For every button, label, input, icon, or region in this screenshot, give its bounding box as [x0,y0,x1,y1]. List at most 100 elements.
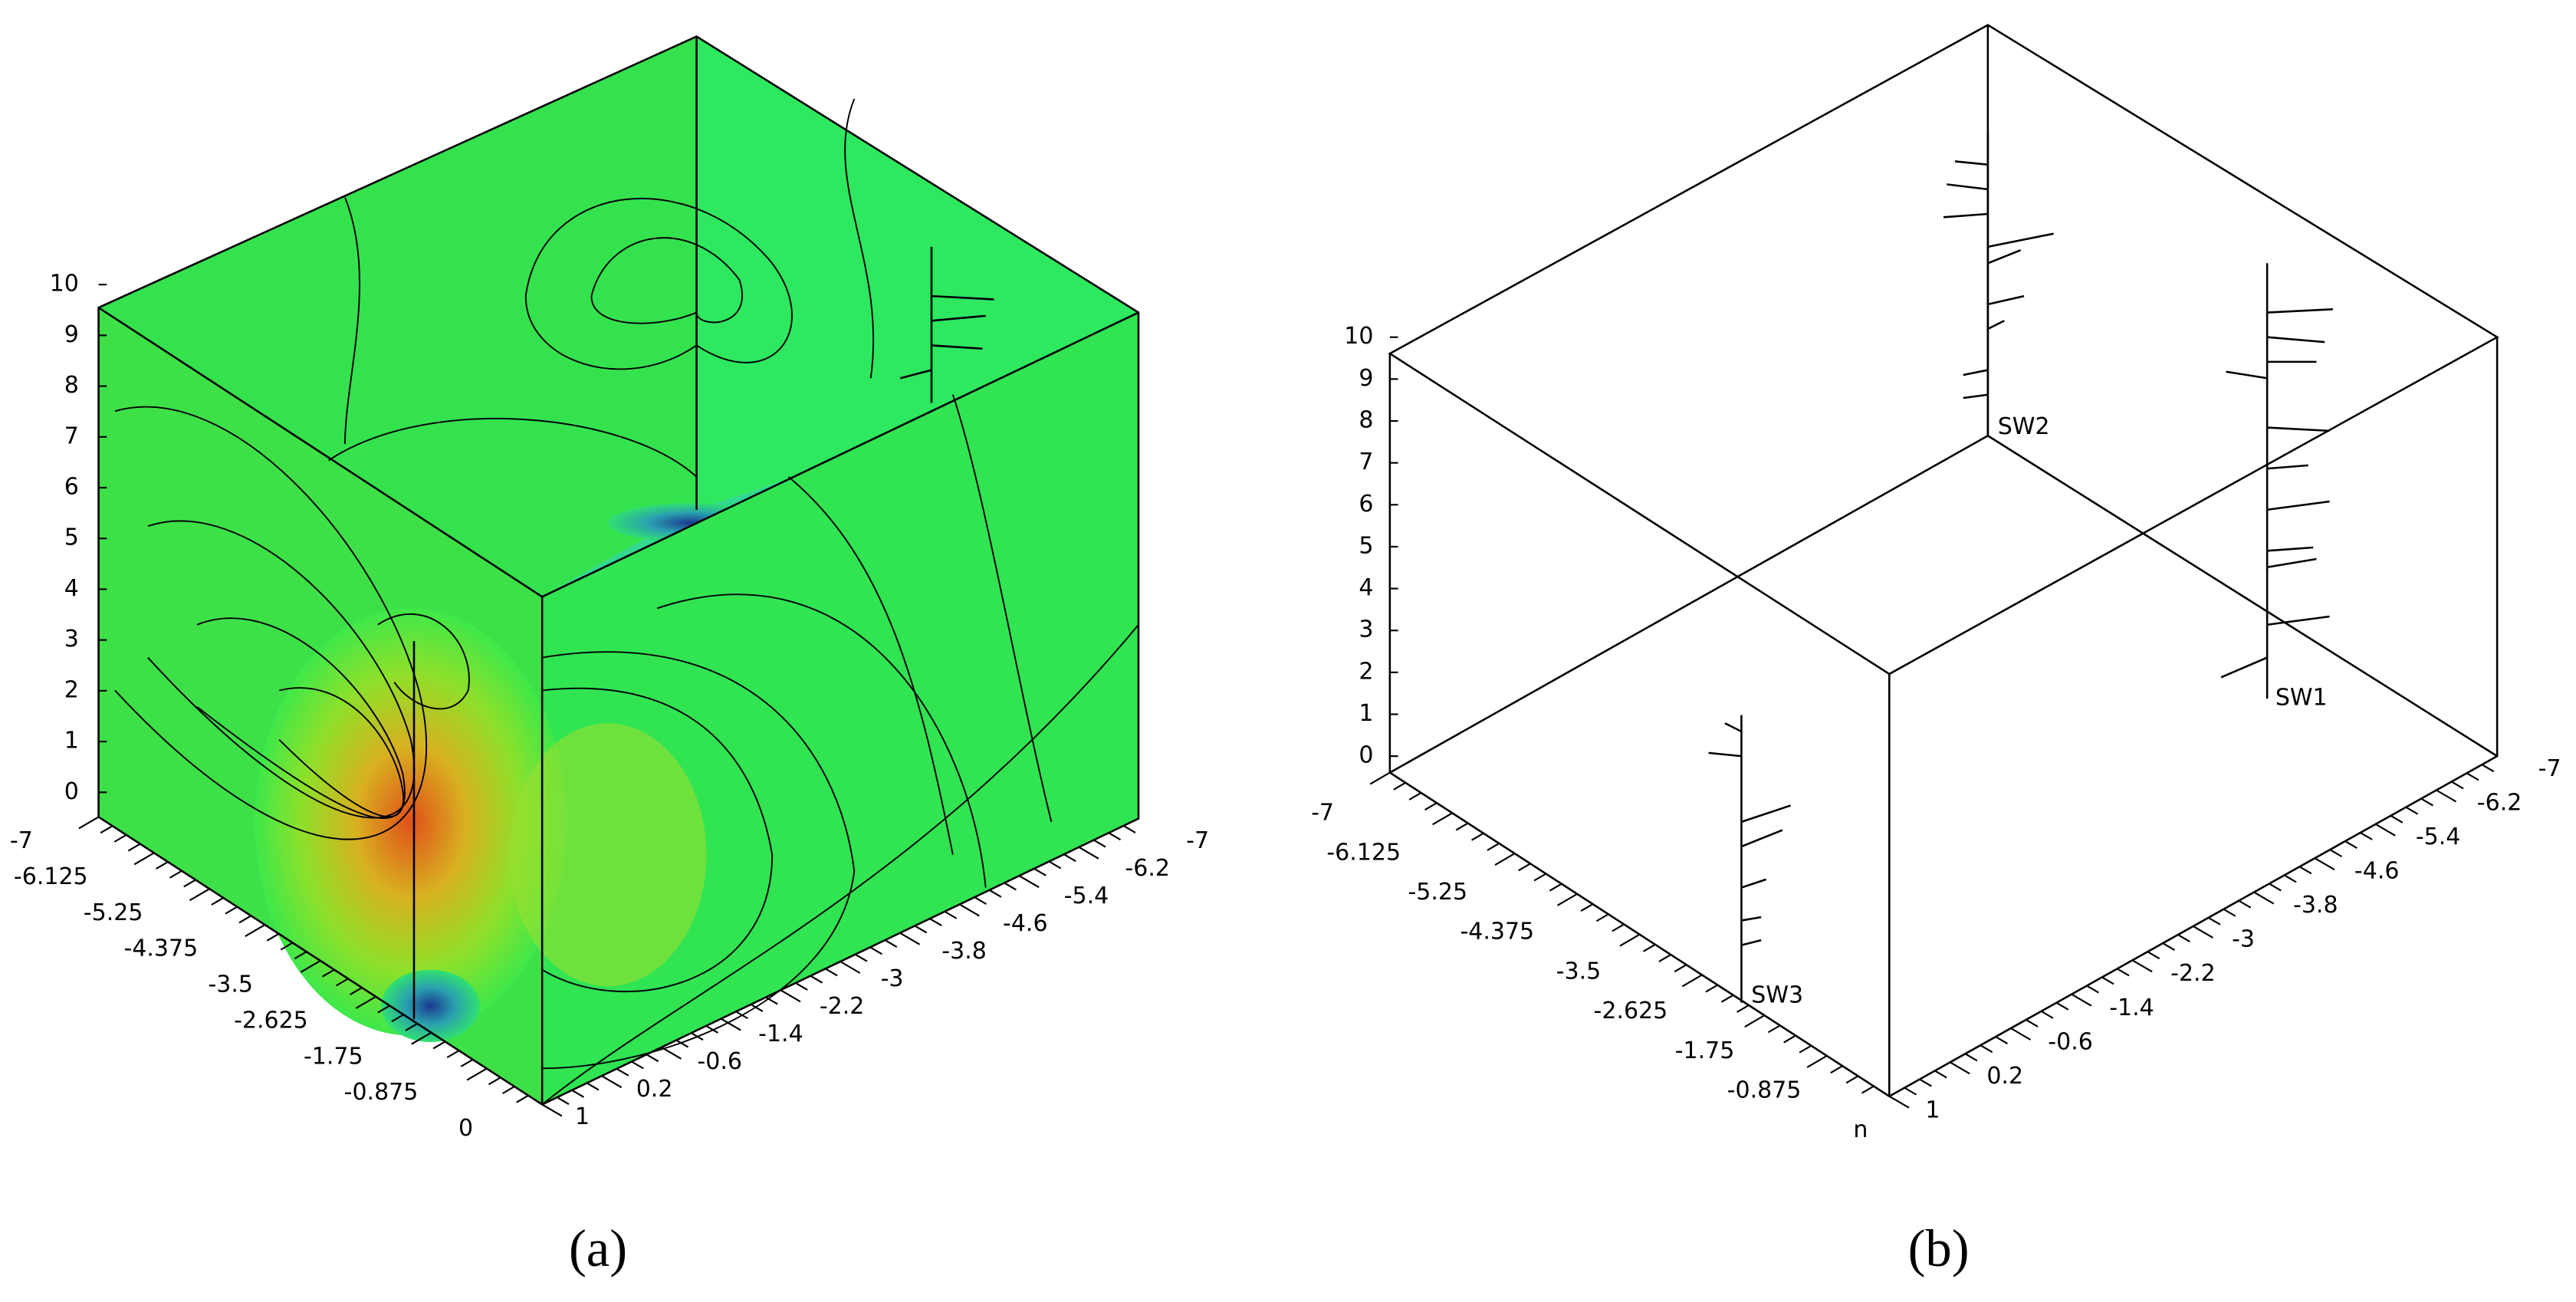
tick-mark [2193,926,2213,939]
tick-mark [1424,802,1438,811]
z-tick-label: 2 [64,676,79,703]
tick-mark [631,1060,644,1070]
tick-mark [189,888,210,902]
tick-mark [2298,866,2312,875]
tick-mark [2101,976,2114,985]
tick-mark [854,953,868,962]
contours [114,98,1139,1106]
tick-mark [1674,964,1687,973]
y-tick-label: -4.6 [2354,858,2400,885]
tick-mark [675,1039,689,1048]
tick-mark [245,924,266,937]
tick-mark [691,1032,704,1041]
tick-mark [1861,1085,1875,1094]
back-left-face [98,36,697,597]
x-tick-label: -1.75 [1675,1037,1735,1064]
tick-mark [750,1004,764,1012]
z-tick-label: 5 [64,524,79,551]
well-label: SW2 [1998,413,2050,440]
tick-mark [1744,1014,1765,1028]
tick-mark [2026,1018,2039,1027]
tick-mark [2055,1001,2069,1011]
tick-mark [2086,985,2099,994]
tick-mark [1108,832,1122,841]
tick-mark [884,939,898,948]
tick-mark [280,942,294,951]
x-tick-label: -6.125 [14,863,88,890]
x-tick-label: -4.375 [123,935,198,962]
z-tick-label: 0 [64,778,79,805]
tick-mark [127,843,141,852]
y-tick-label: 1 [1925,1097,1940,1123]
tick-mark [571,1089,585,1098]
tick-mark [1612,923,1625,932]
z-tick-label: 3 [64,626,79,653]
tick-mark [1004,882,1017,891]
tick-mark [988,889,1002,898]
tick-mark [78,816,100,830]
tick-mark [1369,771,1391,785]
tick-mark [661,1046,682,1060]
tick-mark [1642,943,1656,952]
x-tick-label: -5.25 [1408,879,1467,906]
tick-mark [2314,857,2335,871]
z-tick-label: 9 [64,321,79,348]
tick-mark [1093,839,1106,848]
tick-mark [1619,933,1641,947]
x-tick-label: -0.875 [344,1079,419,1106]
box-outline [1388,24,2499,1098]
tick-mark [2481,764,2495,773]
y-tick-label: -1.4 [2109,995,2154,1021]
tick-mark [810,975,823,984]
tick-mark [1783,1034,1796,1044]
tick-mark [1950,1061,1970,1075]
panel-label: (b) [1908,1219,1970,1277]
tick-mark [183,879,196,888]
tick-mark [169,870,182,879]
tick-mark [100,825,113,834]
x-tick-label: -7 [10,827,33,854]
tick-mark [2071,993,2092,1007]
tick-mark [825,968,838,977]
y-tick-label: -5.4 [2416,824,2461,850]
tick-mark [411,1031,432,1045]
y-tick-label: -2.2 [820,993,865,1020]
tick-mark [1720,994,1734,1003]
panel-b-plot [1388,24,2499,1098]
tick-mark [1455,822,1469,831]
wells [412,36,994,1019]
tick-mark [321,968,335,978]
tick-mark [2344,840,2358,849]
tick-mark [1845,1075,1859,1084]
tick-mark [2238,899,2252,909]
x-tick-label: -1.75 [304,1043,363,1070]
tick-mark [1556,893,1578,906]
tick-mark [1767,1024,1781,1034]
back-right-face [696,36,1138,510]
tick-mark [720,1018,741,1031]
tick-mark [1018,875,1040,889]
tick-mark [646,1054,659,1063]
tick-mark [1533,873,1546,882]
tick-mark [2269,883,2282,892]
well-label: SW1 [2275,685,2328,712]
tick-mark [2253,891,2275,905]
tick-mark [705,1024,719,1034]
tick-mark [2466,772,2479,781]
tick-mark [2040,1010,2054,1019]
z-tick-label: 4 [64,575,79,602]
y-tick-label: -7 [2538,755,2561,782]
tick-mark [113,833,127,843]
tick-mark [355,995,376,1009]
tick-mark [1494,853,1516,866]
y-tick-label: -2.2 [2170,960,2216,987]
x-tick-label: n [1853,1116,1868,1143]
z-tick-label: 1 [64,728,79,755]
tick-mark [266,932,280,942]
tick-mark [765,996,778,1005]
tick-mark [1487,842,1500,851]
tick-mark [156,861,169,870]
tick-mark [840,961,861,974]
tick-mark [2451,781,2464,790]
tick-mark [1408,792,1422,801]
